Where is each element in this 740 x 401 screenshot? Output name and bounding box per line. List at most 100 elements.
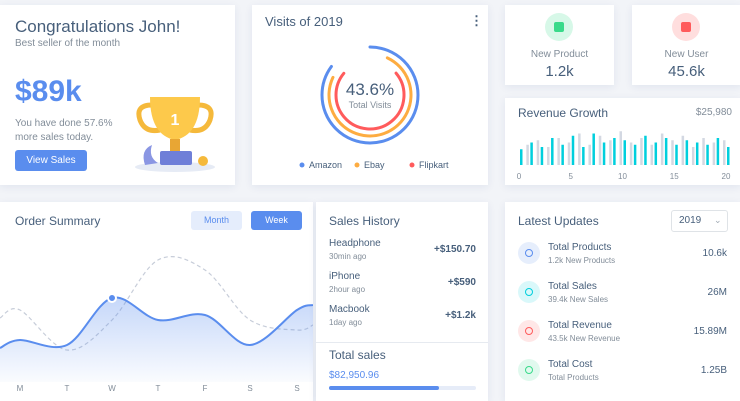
text: more sales today. xyxy=(15,132,94,143)
x-tick-label: W xyxy=(108,384,116,393)
update-icon xyxy=(518,281,540,303)
update-icon-glyph xyxy=(525,366,533,374)
bar xyxy=(551,138,554,165)
item-amount: +$150.70 xyxy=(434,244,476,255)
x-tick-label: 5 xyxy=(569,172,574,181)
item-name: iPhone xyxy=(329,271,361,282)
highlight-point xyxy=(107,293,117,303)
bar xyxy=(547,147,550,165)
bar xyxy=(660,133,664,165)
title: Revenue Growth xyxy=(518,106,609,120)
update-value: 26M xyxy=(707,287,727,298)
text: You have done 57.6% xyxy=(15,118,113,129)
title: Visits of 2019 xyxy=(265,14,343,29)
revenue-card: Revenue Growth $25,980 0 5 10 15 20 xyxy=(505,98,740,185)
order-summary-card: Order Summary Month Week M T W T F S S xyxy=(0,202,313,401)
stat-label: New Product xyxy=(530,49,589,60)
legend-label: Flipkart xyxy=(419,160,449,170)
x-tick-label: 20 xyxy=(722,172,731,181)
bar xyxy=(727,147,730,165)
legend-label: Amazon xyxy=(309,160,342,170)
bar xyxy=(588,144,591,165)
bar xyxy=(613,138,616,165)
week-button[interactable]: Week xyxy=(251,211,302,230)
update-icon xyxy=(518,242,540,264)
visits-card: Visits of 2019 ⋮ 43.6% Total Visits Amaz… xyxy=(252,5,488,185)
bar xyxy=(654,142,658,165)
bar xyxy=(526,144,529,165)
bar xyxy=(650,144,654,165)
bar xyxy=(578,133,581,165)
bar xyxy=(536,140,540,165)
bar xyxy=(571,135,575,165)
item-time: 30min ago xyxy=(329,252,367,261)
title: Congratulations John! xyxy=(15,17,181,36)
update-subtitle: 43.5k New Revenue xyxy=(548,334,621,343)
update-icon xyxy=(518,359,540,381)
bar xyxy=(712,142,716,165)
area xyxy=(0,297,313,382)
bar xyxy=(520,149,523,165)
x-tick-label: 10 xyxy=(618,172,627,181)
item-time: 1day ago xyxy=(329,318,362,327)
update-icon-glyph xyxy=(525,327,533,335)
update-icon xyxy=(518,320,540,342)
legend-label: Ebay xyxy=(364,160,385,170)
total: $25,980 xyxy=(695,107,732,118)
x-tick-label: 0 xyxy=(517,172,522,181)
total: $82,950.96 xyxy=(329,370,380,381)
total-label: Total sales xyxy=(329,348,386,362)
divider xyxy=(316,342,488,343)
view-sales-button[interactable]: View Sales xyxy=(15,150,87,171)
x-tick-label: F xyxy=(203,384,208,393)
center-label: Total Visits xyxy=(349,100,392,110)
bar xyxy=(623,140,626,165)
trophy-illustration: 1 xyxy=(135,97,215,172)
bar xyxy=(691,147,695,165)
bar xyxy=(644,135,647,165)
menu-icon[interactable]: ⋮ xyxy=(470,13,483,28)
x-tick-label: S xyxy=(294,384,299,393)
update-title: Total Revenue xyxy=(548,320,612,331)
stat-value: 1.2k xyxy=(545,63,574,80)
visits-arc xyxy=(327,52,413,138)
bar xyxy=(716,138,720,165)
bar xyxy=(598,135,602,165)
item-amount: +$1.2k xyxy=(445,310,476,321)
bar xyxy=(629,142,633,165)
bar xyxy=(640,138,643,165)
update-subtitle: Total Products xyxy=(548,373,599,382)
bar xyxy=(602,142,606,165)
title: Order Summary xyxy=(15,214,101,228)
latest-updates-card: Latest Updates 2019 ⌄ Total Products 1.2k … xyxy=(505,202,740,401)
legend-dot xyxy=(409,162,415,168)
x-tick-label: M xyxy=(17,384,24,393)
bar xyxy=(681,135,685,165)
item-amount: +$590 xyxy=(447,277,476,288)
stat-card: New User 45.6k xyxy=(632,5,740,85)
x-tick-label: 15 xyxy=(670,172,679,181)
year-dropdown[interactable]: 2019 ⌄ xyxy=(671,210,728,232)
bar xyxy=(582,147,585,165)
x-tick-label: S xyxy=(247,384,252,393)
bar xyxy=(723,140,726,165)
stat-icon xyxy=(545,13,573,41)
stat-value: 45.6k xyxy=(668,63,705,80)
line xyxy=(0,296,313,349)
bar xyxy=(671,140,674,165)
svg-text:1: 1 xyxy=(171,112,180,129)
chevron: ⌄ xyxy=(714,215,722,225)
legend-dot xyxy=(299,162,305,168)
month-button[interactable]: Month xyxy=(191,211,242,230)
progress-bar xyxy=(329,386,440,390)
visits-arc xyxy=(320,45,420,145)
dashed-line xyxy=(0,256,313,351)
update-value: 1.25B xyxy=(700,365,727,376)
update-value: 15.89M xyxy=(693,326,727,337)
stat-label: New User xyxy=(664,49,709,60)
welcome-card: Congratulations John! Best seller of the… xyxy=(0,5,235,185)
bar xyxy=(706,144,709,165)
bar xyxy=(609,140,612,165)
subtitle: Best seller of the month xyxy=(15,38,121,49)
